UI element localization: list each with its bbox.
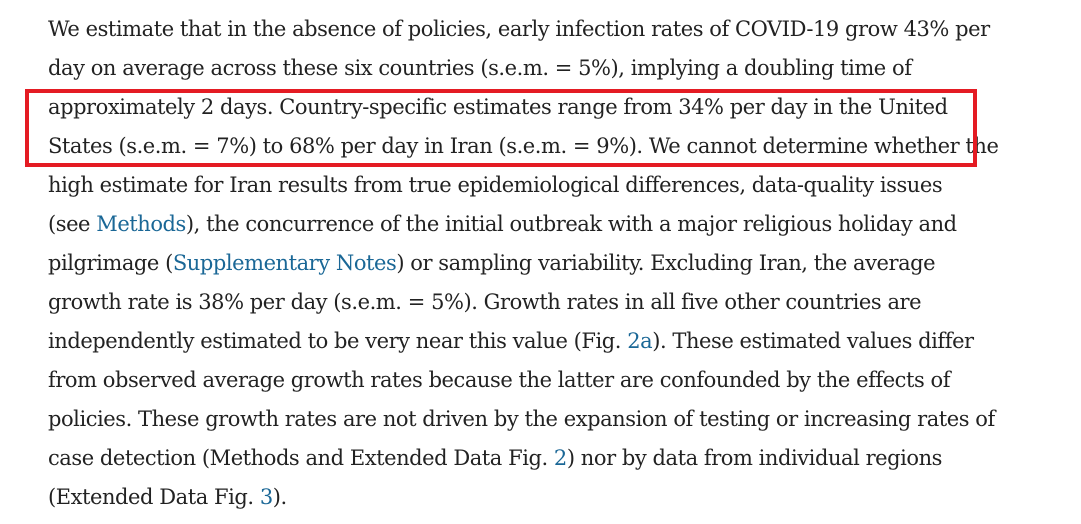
text-segment: policies. These growth rates are not dri… xyxy=(48,407,995,431)
paragraph-line-3: approximately 2 days. Country-specific e… xyxy=(48,88,1068,127)
text-segment: (see xyxy=(48,212,97,236)
text-segment: approximately 2 days. Country-specific e… xyxy=(48,95,948,119)
paragraph-line-1: We estimate that in the absence of polic… xyxy=(48,10,1068,49)
text-segment: ). These estimated values differ xyxy=(652,329,974,353)
paragraph-line-4: States (s.e.m. = 7%) to 68% per day in I… xyxy=(48,127,1068,166)
text-segment: day on average across these six countrie… xyxy=(48,56,912,80)
paragraph-line-9: independently estimated to be very near … xyxy=(48,322,1068,361)
methods-link[interactable]: Methods xyxy=(96,212,186,236)
paragraph-line-13: (Extended Data Fig. 3). xyxy=(48,478,1068,517)
text-segment: ) nor by data from individual regions xyxy=(566,446,943,470)
paragraph-line-11: policies. These growth rates are not dri… xyxy=(48,400,1068,439)
text-segment: (Extended Data Fig. xyxy=(48,485,260,509)
paragraph-line-2: day on average across these six countrie… xyxy=(48,49,1068,88)
text-segment: case detection (Methods and Extended Dat… xyxy=(48,446,554,470)
text-segment: ), the concurrence of the initial outbre… xyxy=(185,212,957,236)
paragraph-line-7: pilgrimage (Supplementary Notes) or samp… xyxy=(48,244,1068,283)
paragraph-line-10: from observed average growth rates becau… xyxy=(48,361,1068,400)
article-paragraph: We estimate that in the absence of polic… xyxy=(48,10,1068,517)
text-segment: from observed average growth rates becau… xyxy=(48,368,951,392)
text-segment: growth rate is 38% per day (s.e.m. = 5%)… xyxy=(48,290,922,314)
text-segment: high estimate for Iran results from true… xyxy=(48,173,943,197)
text-segment: pilgrimage ( xyxy=(48,251,173,275)
paragraph-line-6: (see Methods), the concurrence of the in… xyxy=(48,205,1068,244)
text-segment: ) or sampling variability. Excluding Ira… xyxy=(396,251,936,275)
paragraph-line-5: high estimate for Iran results from true… xyxy=(48,166,1068,205)
text-segment: We estimate that in the absence of polic… xyxy=(48,17,990,41)
paragraph-line-12: case detection (Methods and Extended Dat… xyxy=(48,439,1068,478)
text-segment: independently estimated to be very near … xyxy=(48,329,628,353)
extended-data-fig-2-link[interactable]: 2 xyxy=(553,446,567,470)
text-segment: ). xyxy=(272,485,287,509)
text-segment: States (s.e.m. = 7%) to 68% per day in I… xyxy=(48,134,999,158)
extended-data-fig-3-link[interactable]: 3 xyxy=(259,485,273,509)
supplementary-notes-link[interactable]: Supplementary Notes xyxy=(172,251,397,275)
fig-2a-link[interactable]: 2a xyxy=(627,329,653,353)
paragraph-line-8: growth rate is 38% per day (s.e.m. = 5%)… xyxy=(48,283,1068,322)
